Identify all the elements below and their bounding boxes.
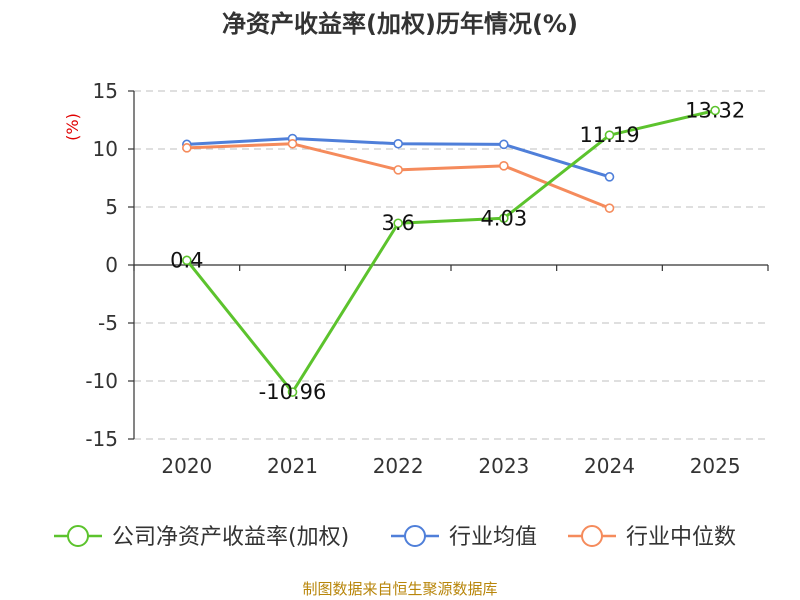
- y-axis-unit-label: (%): [63, 113, 82, 141]
- legend-marker: [581, 525, 603, 547]
- data-label: 13.32: [685, 98, 745, 122]
- axes: 15 10 5 0 -5 -10 -15 2020 2021 2022 2023 2024 2025: [85, 79, 769, 478]
- legend-label: 行业均值: [449, 525, 537, 550]
- data-point: [287, 387, 298, 397]
- chart-title: 净资产收益率(加权)历年情况(%): [222, 10, 578, 38]
- data-label: -10.96: [259, 380, 327, 404]
- x-tick-label: 2022: [373, 454, 424, 478]
- data-label: 11.19: [579, 123, 639, 147]
- series-lines: [182, 105, 720, 397]
- data-point: [604, 203, 615, 213]
- data-point: [604, 172, 615, 182]
- data-label: 4.03: [480, 206, 527, 230]
- data-point: [287, 138, 298, 149]
- legend[interactable]: 公司净资产收益率(加权) 行业均值 行业中位数: [54, 525, 736, 550]
- y-tick-label: -15: [85, 427, 118, 451]
- data-point: [182, 143, 192, 153]
- x-tick-label: 2025: [690, 454, 741, 478]
- y-tick-label: -5: [98, 311, 118, 335]
- data-point: [499, 139, 509, 150]
- grid-lines: [134, 90, 768, 440]
- x-tick-label: 2021: [267, 454, 318, 478]
- y-tick-label: 0: [105, 253, 118, 277]
- y-tick-label: 15: [93, 79, 118, 103]
- x-tick-label: 2024: [584, 454, 635, 478]
- data-labels: 0.4 -10.96 3.6 4.03 11.19 13.32: [170, 98, 745, 404]
- data-point: [499, 213, 509, 224]
- x-tick-label: 2023: [478, 454, 529, 478]
- data-point: [499, 161, 509, 171]
- legend-marker: [404, 525, 426, 547]
- series-line: [186, 142, 611, 210]
- legend-item[interactable]: 行业中位数: [568, 525, 736, 550]
- x-tick-label: 2020: [161, 454, 212, 478]
- data-point: [393, 218, 403, 229]
- data-point: [710, 105, 720, 116]
- legend-label: 行业中位数: [626, 525, 736, 550]
- legend-label: 公司净资产收益率(加权): [112, 525, 349, 550]
- y-tick-label: 10: [93, 137, 118, 161]
- legend-item[interactable]: 行业均值: [391, 525, 537, 550]
- y-tick-label: -10: [85, 369, 118, 393]
- y-tick-label: 5: [105, 195, 118, 219]
- legend-marker: [67, 525, 89, 547]
- data-point: [393, 165, 403, 175]
- series-line: [185, 109, 716, 394]
- data-label: 0.4: [170, 248, 203, 272]
- legend-item[interactable]: 公司净资产收益率(加权): [54, 525, 349, 550]
- data-point: [393, 138, 403, 149]
- data-point: [182, 255, 192, 266]
- data-label: 3.6: [381, 211, 414, 235]
- data-point: [604, 130, 615, 140]
- source-note: 制图数据来自恒生聚源数据库: [302, 580, 497, 598]
